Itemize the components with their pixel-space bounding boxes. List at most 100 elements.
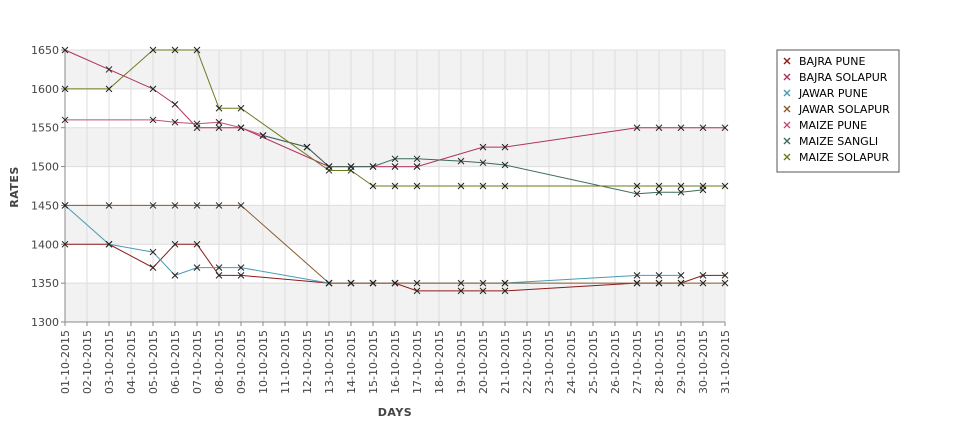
legend-marker-icon [783, 57, 791, 65]
x-tick-label: 13-10-2015 [323, 330, 336, 394]
legend-item-bajra-solapur: BAJRA SOLAPUR [783, 71, 888, 84]
x-tick-label: 20-10-2015 [477, 330, 490, 394]
data-point-jawar-solapur [479, 279, 487, 287]
data-point-maize-solapur [413, 182, 421, 190]
legend: BAJRA PUNE BAJRA SOLAPUR JAWAR PUNE JAWAR S… [776, 49, 900, 173]
y-tick-label: 1500 [31, 161, 59, 174]
data-point-maize-pune [237, 124, 245, 132]
legend-item-jawar-solapur: JAWAR SOLAPUR [783, 103, 890, 116]
legend-marker-icon [783, 153, 791, 161]
x-tick-label: 31-10-2015 [719, 330, 732, 394]
y-axis-title: RATES [8, 166, 21, 208]
data-point-maize-sangli [479, 159, 487, 167]
y-tick-label: 1450 [31, 199, 59, 212]
data-point-jawar-solapur [655, 279, 663, 287]
data-point-bajra-pune [61, 240, 69, 248]
data-point-bajra-pune [501, 287, 509, 295]
x-tick-label: 05-10-2015 [147, 330, 160, 394]
data-point-maize-sangli [457, 157, 465, 165]
data-point-maize-solapur [369, 182, 377, 190]
data-point-jawar-solapur [457, 279, 465, 287]
data-point-bajra-pune [237, 272, 245, 279]
data-point-jawar-solapur [149, 202, 157, 209]
x-tick-label: 26-10-2015 [609, 330, 622, 394]
x-tick-label: 14-10-2015 [345, 330, 358, 394]
data-point-bajra-pune [193, 240, 201, 248]
legend-label: BAJRA PUNE [799, 55, 865, 68]
legend-marker-icon [783, 105, 791, 113]
data-point-maize-solapur [699, 182, 707, 190]
legend-item-maize-solapur: MAIZE SOLAPUR [783, 151, 889, 164]
data-point-maize-pune [61, 116, 69, 124]
legend-label: MAIZE SOLAPUR [799, 151, 889, 164]
x-tick-label: 30-10-2015 [697, 330, 710, 394]
x-tick-label: 04-10-2015 [125, 330, 138, 394]
data-point-bajra-solapur [171, 101, 179, 108]
legend-box [776, 49, 900, 173]
data-point-jawar-solapur [677, 279, 685, 287]
x-tick-label: 28-10-2015 [653, 330, 666, 394]
x-tick-label: 23-10-2015 [543, 330, 556, 394]
x-tick-label: 06-10-2015 [169, 330, 182, 394]
data-point-jawar-solapur [193, 202, 201, 209]
data-point-jawar-solapur [413, 279, 421, 287]
data-point-bajra-solapur [633, 124, 641, 132]
data-point-bajra-solapur [501, 143, 509, 151]
data-point-jawar-pune [193, 264, 201, 271]
data-point-maize-pune [171, 118, 179, 126]
legend-label: MAIZE SANGLI [799, 135, 878, 148]
data-point-bajra-solapur [699, 124, 707, 132]
data-point-maize-solapur [457, 182, 465, 190]
x-tick-label: 17-10-2015 [411, 330, 424, 394]
y-tick-label: 1400 [31, 238, 59, 251]
data-point-maize-pune [413, 163, 421, 170]
legend-item-jawar-pune: JAWAR PUNE [783, 87, 868, 100]
x-tick-label: 15-10-2015 [367, 330, 380, 394]
data-point-jawar-solapur [633, 279, 641, 287]
data-point-jawar-solapur [347, 279, 355, 287]
x-tick-label: 02-10-2015 [81, 330, 94, 394]
data-point-jawar-pune [237, 264, 245, 271]
x-tick-label: 03-10-2015 [103, 330, 116, 394]
x-tick-label: 12-10-2015 [301, 330, 314, 394]
data-point-maize-solapur [171, 46, 179, 54]
data-point-jawar-pune [677, 272, 685, 279]
legend-item-bajra-pune: BAJRA PUNE [783, 55, 865, 68]
x-tick-label: 22-10-2015 [521, 330, 534, 394]
data-point-maize-pune [149, 116, 157, 124]
x-tick-label: 07-10-2015 [191, 330, 204, 394]
y-tick-label: 1350 [31, 277, 59, 290]
data-point-bajra-solapur [61, 46, 69, 54]
x-tick-label: 19-10-2015 [455, 330, 468, 394]
legend-item-maize-pune: MAIZE PUNE [783, 119, 867, 132]
data-point-bajra-pune [699, 272, 707, 279]
data-point-maize-sangli [501, 161, 509, 169]
data-point-maize-sangli [633, 190, 641, 198]
data-point-jawar-solapur [325, 279, 333, 287]
data-point-maize-solapur [677, 182, 685, 190]
data-point-maize-sangli [369, 163, 377, 170]
data-point-maize-solapur [633, 182, 641, 190]
data-point-maize-solapur [149, 46, 157, 54]
data-point-bajra-solapur [721, 124, 729, 132]
data-point-maize-sangli [655, 188, 663, 196]
data-point-jawar-solapur [237, 202, 245, 209]
data-point-maize-solapur [655, 182, 663, 190]
data-point-maize-solapur [501, 182, 509, 190]
legend-label: JAWAR PUNE [798, 87, 868, 100]
data-point-jawar-solapur [171, 202, 179, 209]
x-tick-label: 08-10-2015 [213, 330, 226, 394]
legend-label: BAJRA SOLAPUR [799, 71, 888, 84]
data-point-maize-solapur [215, 104, 223, 112]
series-line-maize-solapur [65, 49, 725, 187]
series-line-maize-sangli [262, 135, 704, 195]
data-point-bajra-pune [413, 287, 421, 295]
data-point-bajra-solapur [149, 85, 157, 93]
data-point-bajra-solapur [655, 124, 663, 132]
x-tick-label: 18-10-2015 [433, 330, 446, 394]
data-point-bajra-solapur [215, 124, 223, 132]
data-point-maize-pune [391, 163, 399, 170]
data-point-maize-solapur [391, 182, 399, 190]
x-tick-label: 11-10-2015 [279, 330, 292, 394]
